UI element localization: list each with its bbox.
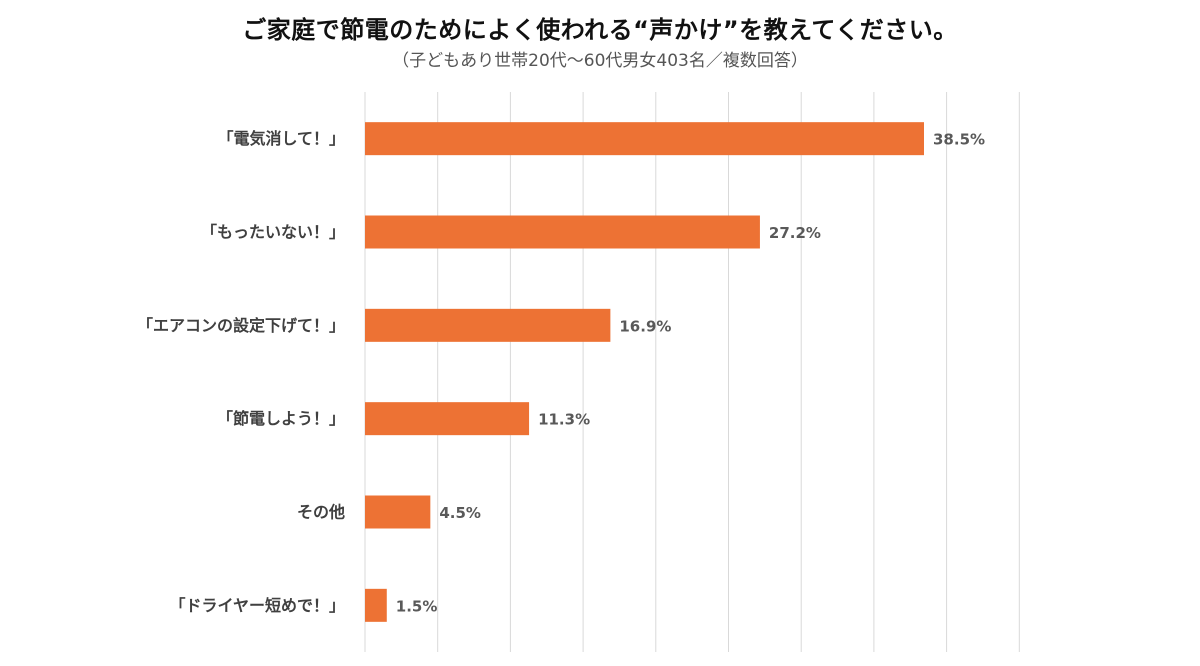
value-label: 1.5% (396, 597, 438, 615)
value-label: 11.3% (538, 411, 590, 429)
value-label: 4.5% (439, 504, 481, 522)
category-label: その他 (297, 503, 345, 522)
bar (365, 588, 387, 622)
value-label: 27.2% (769, 224, 821, 242)
value-label: 16.9% (619, 317, 671, 335)
bar (365, 122, 924, 156)
bar (365, 495, 431, 529)
category-label: 「もったいない！」 (201, 223, 345, 242)
gridlines (364, 92, 1020, 652)
category-label: 「節電しよう！」 (217, 409, 345, 428)
category-labels: 「電気消して！」「もったいない！」「エアコンの設定下げて！」「節電しよう！」その… (137, 129, 345, 615)
bar (365, 308, 611, 342)
bar (365, 402, 530, 436)
bars (365, 122, 924, 622)
bar (365, 215, 760, 249)
value-label: 38.5% (933, 131, 985, 149)
category-label: 「電気消して！」 (217, 129, 345, 148)
chart-subtitle: （子どもあり世帯20代～60代男女403名／複数回答） (392, 51, 808, 71)
chart-title: ご家庭で節電のためによく使われる“声かけ”を教えてください。 (242, 16, 958, 44)
category-label: 「ドライヤー短めで！」 (169, 596, 345, 615)
category-label: 「エアコンの設定下げて！」 (137, 316, 345, 335)
value-labels: 38.5% 27.2% 16.9% 11.3% 4.5% 1.5% (396, 131, 985, 616)
